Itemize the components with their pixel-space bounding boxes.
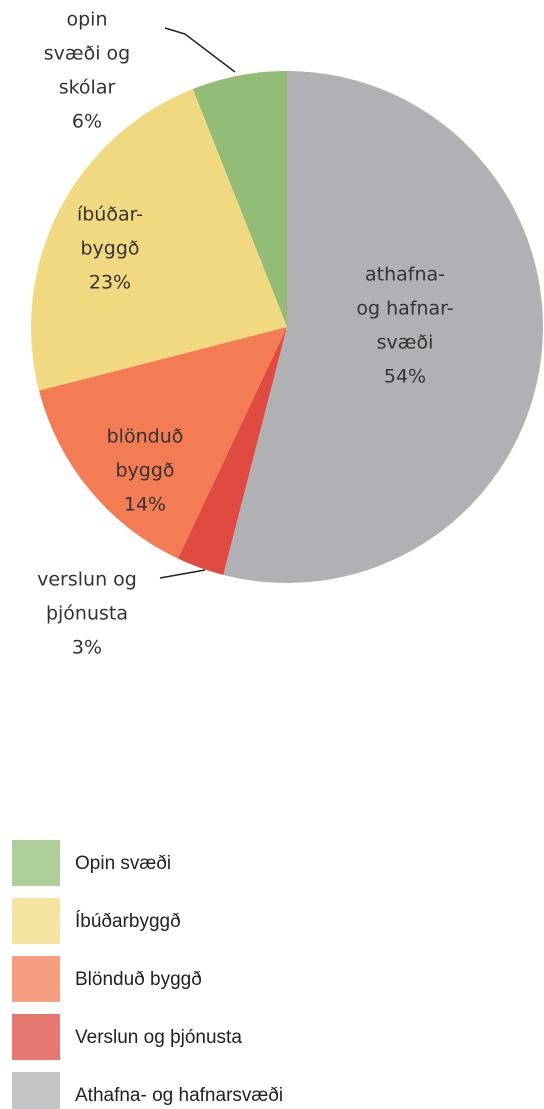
slice-label: íbúðar- xyxy=(77,204,143,226)
slice-label: verslun og xyxy=(37,569,137,591)
legend-label: Verslun og þjónusta xyxy=(75,1027,242,1048)
slice-label: þjónusta xyxy=(46,603,128,625)
slice-label: blönduð xyxy=(107,426,184,448)
legend-swatch xyxy=(12,1014,60,1060)
slice-label: opin xyxy=(66,9,107,31)
value-label: 54% xyxy=(384,366,426,388)
pie-slice xyxy=(39,327,287,559)
pie-slice xyxy=(223,71,543,583)
pie-slice xyxy=(178,327,287,575)
leader-line xyxy=(164,27,236,73)
slice-label: byggð xyxy=(80,238,139,260)
slice-label: svæði og xyxy=(44,43,130,65)
slice-label: skólar xyxy=(59,77,116,99)
pie-slice xyxy=(30,88,287,391)
legend-label: Athafna- og hafnarsvæði xyxy=(75,1085,283,1106)
slice-label: og hafnar- xyxy=(356,298,453,320)
slice-label: athafna- xyxy=(365,264,445,286)
leader-line xyxy=(159,569,206,579)
slice-label: svæði xyxy=(377,332,434,354)
legend-swatch xyxy=(12,956,60,1002)
slice-label: byggð xyxy=(115,460,174,482)
legend-label: Íbúðarbyggð xyxy=(75,911,181,932)
legend-label: Opin svæði xyxy=(75,853,171,874)
value-label: 23% xyxy=(89,272,131,294)
value-label: 14% xyxy=(124,494,166,516)
value-label: 3% xyxy=(72,637,102,659)
pie-slice xyxy=(192,71,287,327)
value-label: 6% xyxy=(72,111,102,133)
legend-swatch xyxy=(12,898,60,944)
legend-swatch xyxy=(12,840,60,886)
legend-swatch xyxy=(12,1072,60,1109)
legend-label: Blönduð byggð xyxy=(75,969,202,990)
